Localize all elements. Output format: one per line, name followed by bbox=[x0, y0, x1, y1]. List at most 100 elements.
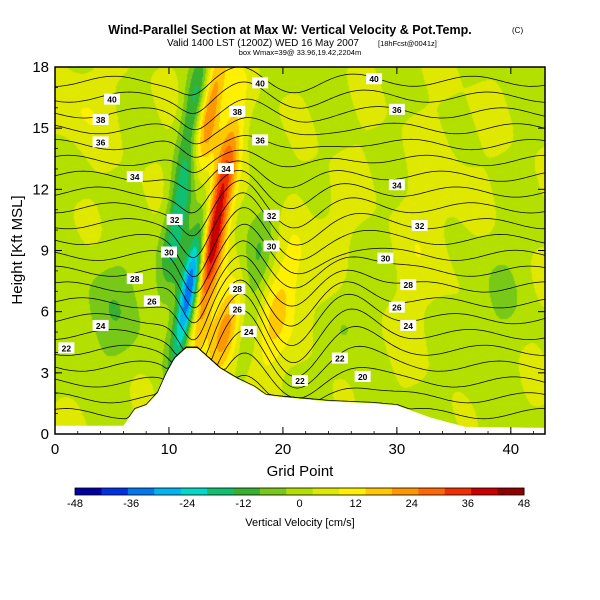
contour-label-box bbox=[103, 93, 120, 105]
plot-area: 4038363432302826242240383634323028262422… bbox=[54, 66, 546, 435]
vertical-velocity-field bbox=[55, 67, 545, 434]
x-tick-label: 10 bbox=[161, 441, 178, 458]
chart-subtitle-tag: [18hFcst@0041z] bbox=[378, 39, 437, 48]
y-tick-label: 15 bbox=[32, 120, 49, 137]
pot-temp-contour-line bbox=[54, 346, 546, 399]
contour-label: 24 bbox=[92, 319, 109, 331]
contour-label: 38 bbox=[92, 114, 109, 126]
x-axis-label: Grid Point bbox=[267, 463, 335, 480]
pot-temp-contours bbox=[54, 66, 546, 420]
contour-label: 26 bbox=[388, 301, 405, 313]
colorbar-tick-label: -36 bbox=[123, 498, 139, 510]
contour-label: 20 bbox=[354, 370, 371, 382]
y-axis-label: Height [Kft MSL] bbox=[9, 195, 26, 304]
contour-label: 28 bbox=[229, 283, 246, 295]
contour-label: 40 bbox=[366, 73, 383, 85]
contour-label: 22 bbox=[58, 342, 75, 354]
contour-label: 26 bbox=[229, 303, 246, 315]
contour-label-text: 22 bbox=[335, 354, 345, 364]
contour-label: 38 bbox=[229, 105, 246, 117]
colorbar-tick-label: -24 bbox=[179, 498, 195, 510]
chart-info-line: box Wmax=39@ 33.96,19.42,2204m bbox=[239, 48, 361, 57]
contour-label-text: 36 bbox=[392, 105, 402, 115]
colorbar-swatch bbox=[286, 488, 314, 495]
colorbar-tick-label: 0 bbox=[296, 498, 302, 510]
contour-label-text: 24 bbox=[96, 321, 106, 331]
contour-label-box bbox=[166, 213, 183, 225]
contour-label: 24 bbox=[240, 326, 257, 338]
contour-label-text: 40 bbox=[107, 95, 117, 105]
colorbar-swatch bbox=[312, 488, 340, 495]
contour-label-box bbox=[126, 171, 143, 183]
contour-label-box bbox=[229, 105, 246, 117]
contour-label: 36 bbox=[388, 103, 405, 115]
colorbar-tick-label: -12 bbox=[235, 498, 251, 510]
contour-label-box bbox=[263, 209, 280, 221]
colorbar-tick-label: 12 bbox=[350, 498, 362, 510]
contour-label-box bbox=[263, 240, 280, 252]
contour-label-text: 24 bbox=[404, 321, 414, 331]
contour-label-box bbox=[229, 283, 246, 295]
contour-label-text: 28 bbox=[404, 280, 414, 290]
contour-label-box bbox=[143, 295, 160, 307]
contour-label-text: 34 bbox=[221, 164, 231, 174]
contour-label-box bbox=[240, 326, 257, 338]
x-tick-label: 0 bbox=[51, 441, 59, 458]
contour-label: 28 bbox=[126, 273, 143, 285]
contour-label-box bbox=[388, 179, 405, 191]
contour-label-text: 32 bbox=[415, 221, 425, 231]
contour-label: 34 bbox=[126, 171, 143, 183]
colorbar-swatch bbox=[497, 488, 525, 495]
contour-label-text: 38 bbox=[96, 115, 106, 125]
contour-label: 36 bbox=[252, 134, 269, 146]
terrain bbox=[55, 348, 545, 434]
y-tick-label: 18 bbox=[32, 59, 49, 76]
contour-label-text: 26 bbox=[233, 305, 243, 315]
pot-temp-contour-line bbox=[54, 240, 546, 309]
pot-temp-contour-line bbox=[54, 255, 545, 324]
contour-label-text: 26 bbox=[392, 303, 402, 313]
pot-temp-contour-line bbox=[54, 330, 546, 389]
contour-label-text: 30 bbox=[381, 254, 391, 264]
contour-label: 34 bbox=[217, 162, 234, 174]
contour-label-box bbox=[388, 103, 405, 115]
contour-label-box bbox=[252, 77, 269, 89]
contour-label-box bbox=[292, 374, 308, 386]
colorbar-swatch bbox=[75, 488, 102, 495]
contour-label-text: 36 bbox=[96, 137, 106, 147]
pot-temp-contour-line bbox=[54, 267, 546, 341]
contour-label-text: 30 bbox=[267, 241, 277, 251]
colorbar-tick-label: 48 bbox=[518, 498, 530, 510]
colorbar-swatch bbox=[339, 488, 367, 495]
colorbar-swatch bbox=[127, 488, 155, 495]
pot-temp-contour-line bbox=[54, 117, 546, 145]
contour-label-box bbox=[92, 114, 109, 126]
colorbar-swatch bbox=[233, 488, 261, 495]
contour-label: 36 bbox=[92, 136, 109, 148]
pot-temp-contour-line bbox=[54, 192, 546, 258]
pot-temp-contour-line bbox=[54, 279, 546, 351]
colorbar-swatch bbox=[418, 488, 446, 495]
pot-temp-contour-line bbox=[54, 135, 546, 158]
contour-label-box bbox=[354, 370, 371, 382]
pot-temp-contour-line bbox=[54, 66, 546, 96]
contour-label: 40 bbox=[252, 77, 269, 89]
colorbar-swatch bbox=[391, 488, 419, 495]
contour-label-box bbox=[377, 252, 394, 264]
colorbar-swatch bbox=[207, 488, 234, 495]
pot-temp-contour-line bbox=[54, 180, 546, 237]
contour-label: 32 bbox=[166, 213, 183, 225]
colorbar-tick-label: -48 bbox=[67, 498, 83, 510]
contour-label: 26 bbox=[143, 295, 160, 307]
chart-subtitle: Valid 1400 LST (1200Z) WED 16 May 2007 bbox=[167, 38, 359, 49]
contour-label-text: 26 bbox=[147, 296, 157, 306]
colorbar-label: Vertical Velocity [cm/s] bbox=[245, 517, 354, 529]
contour-label-text: 28 bbox=[233, 284, 243, 294]
pot-temp-contour-line bbox=[54, 170, 546, 214]
y-tick-label: 0 bbox=[41, 426, 49, 443]
pot-temp-contour-line bbox=[54, 223, 546, 294]
contour-label-box bbox=[388, 301, 405, 313]
contour-label-text: 32 bbox=[170, 215, 180, 225]
colorbar-tick-label: 24 bbox=[406, 498, 418, 510]
